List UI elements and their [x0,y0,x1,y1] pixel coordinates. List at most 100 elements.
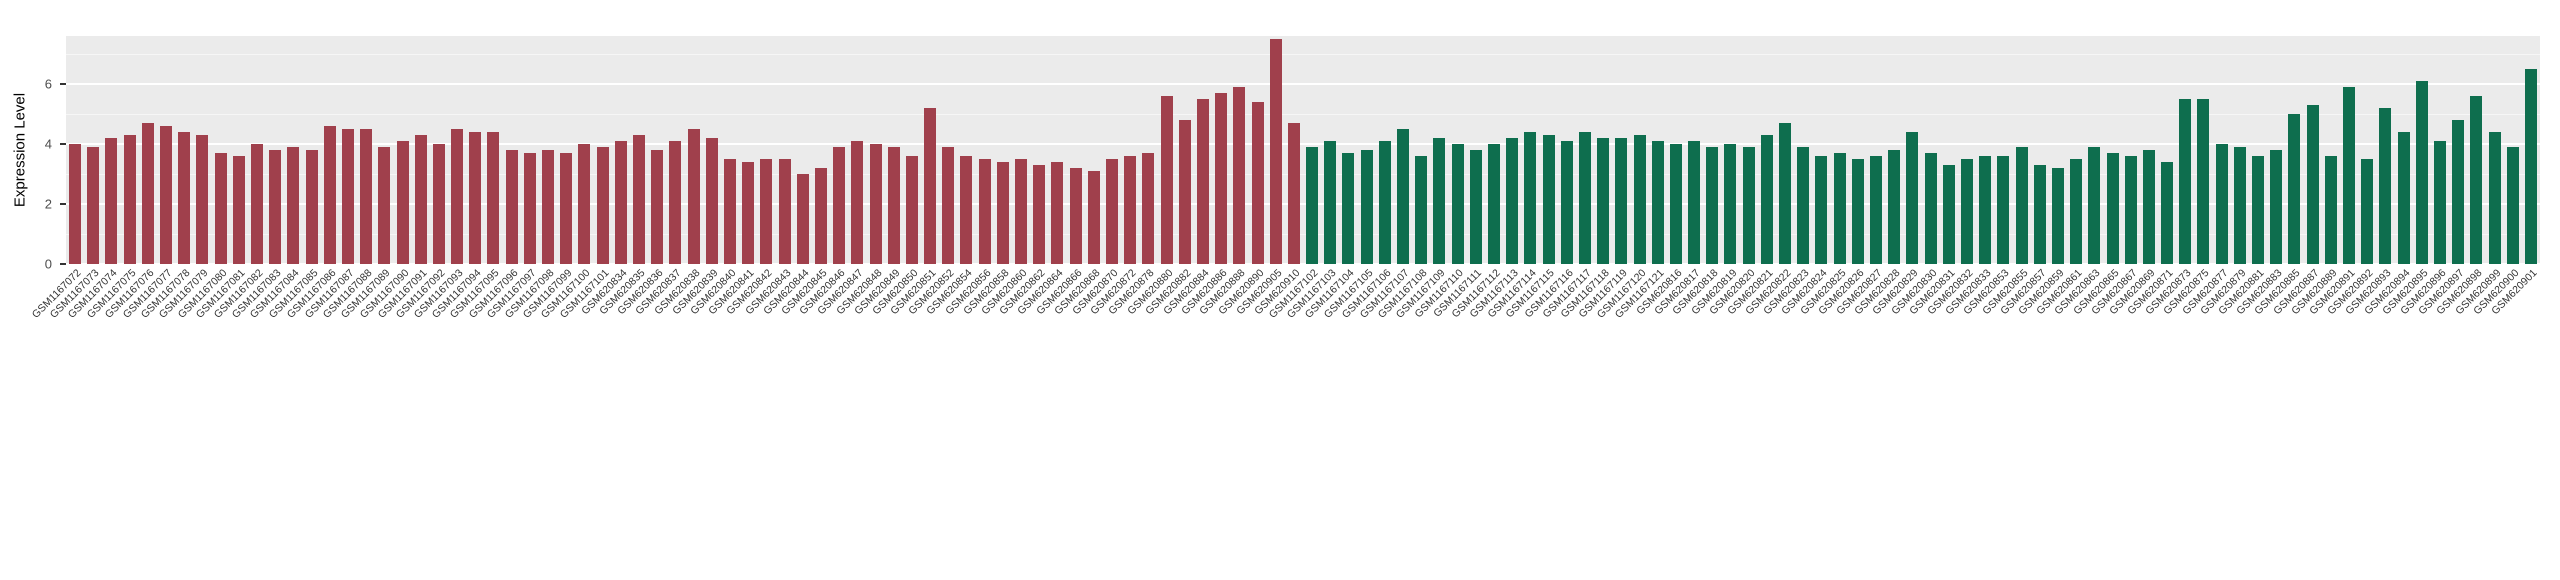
bar [2215,144,2228,264]
bar [1506,138,1519,264]
bar [1669,144,1682,264]
bar [2070,159,2083,264]
bar [1196,99,1209,264]
y-tick-label: 6 [44,76,52,92]
bar [178,132,191,264]
bar [196,135,209,264]
bar [1797,147,1810,264]
bar [1069,168,1082,264]
bar [2270,150,2283,264]
bar [2106,153,2119,264]
bar [1015,159,1028,264]
bar [87,147,100,264]
bar [960,156,973,264]
bar [1688,141,1701,264]
bar [796,174,809,264]
bar [2015,147,2028,264]
bar [1997,156,2010,264]
bar [160,126,173,264]
bar [2397,132,2410,264]
bar [1815,156,1828,264]
bar [1833,153,1846,264]
gridline-major [66,203,2540,205]
bar [578,144,591,264]
bar [1469,150,1482,264]
bar [1269,39,1282,264]
y-tick-mark [60,263,66,265]
bar [1306,147,1319,264]
bar [814,168,827,264]
bar [2179,99,2192,264]
y-axis: 0 2 4 6 [0,36,66,272]
bar [851,141,864,264]
y-tick-label: 2 [44,196,52,212]
bar [2124,156,2137,264]
bar [1233,87,1246,264]
bar [2161,162,2174,264]
bar [2415,81,2428,264]
bar [1851,159,1864,264]
bar [487,132,500,264]
bar [2051,168,2064,264]
bar [432,144,445,264]
bar [1615,138,1628,264]
bar [2088,147,2101,264]
gridline-major [66,143,2540,145]
bar [924,108,937,264]
bar [1942,165,1955,264]
bar [2033,165,2046,264]
bar [305,150,318,264]
bar [2379,108,2392,264]
bar [523,153,536,264]
bar [1215,93,1228,264]
bar [778,159,791,264]
bar [123,135,136,264]
bar [269,150,282,264]
bar [1378,141,1391,264]
bar [414,135,427,264]
bar [633,135,646,264]
bar [760,159,773,264]
bar [1397,129,1410,264]
bar [687,129,700,264]
bar [232,156,245,264]
bar [996,162,1009,264]
bar [1051,162,1064,264]
bar [1178,120,1191,264]
y-tick-mark [60,143,66,145]
bar [2252,156,2265,264]
bar [2306,105,2319,264]
bar [596,147,609,264]
bar [887,147,900,264]
bar [1342,153,1355,264]
bar [1651,141,1664,264]
bar [2197,99,2210,264]
bar [1287,123,1300,264]
gridline-minor [66,173,2540,175]
bar [1251,102,1264,264]
bar [1979,156,1992,264]
bar [978,159,991,264]
bar [1924,153,1937,264]
bar [942,147,955,264]
bar [869,144,882,264]
bar [1597,138,1610,264]
bar [451,129,464,264]
bar [1888,150,1901,264]
bar [1142,153,1155,264]
bar [614,141,627,264]
bar [1560,141,1573,264]
gridline-minor [66,113,2540,115]
bar [1706,147,1719,264]
bar [1433,138,1446,264]
bar [2361,159,2374,264]
bar [2506,147,2519,264]
bar [105,138,118,264]
y-tick-label: 0 [44,256,52,272]
bar [1960,159,1973,264]
bar [251,144,263,264]
bar [1779,123,1792,264]
bar [2524,69,2537,264]
bar [396,141,409,264]
bar [651,150,664,264]
